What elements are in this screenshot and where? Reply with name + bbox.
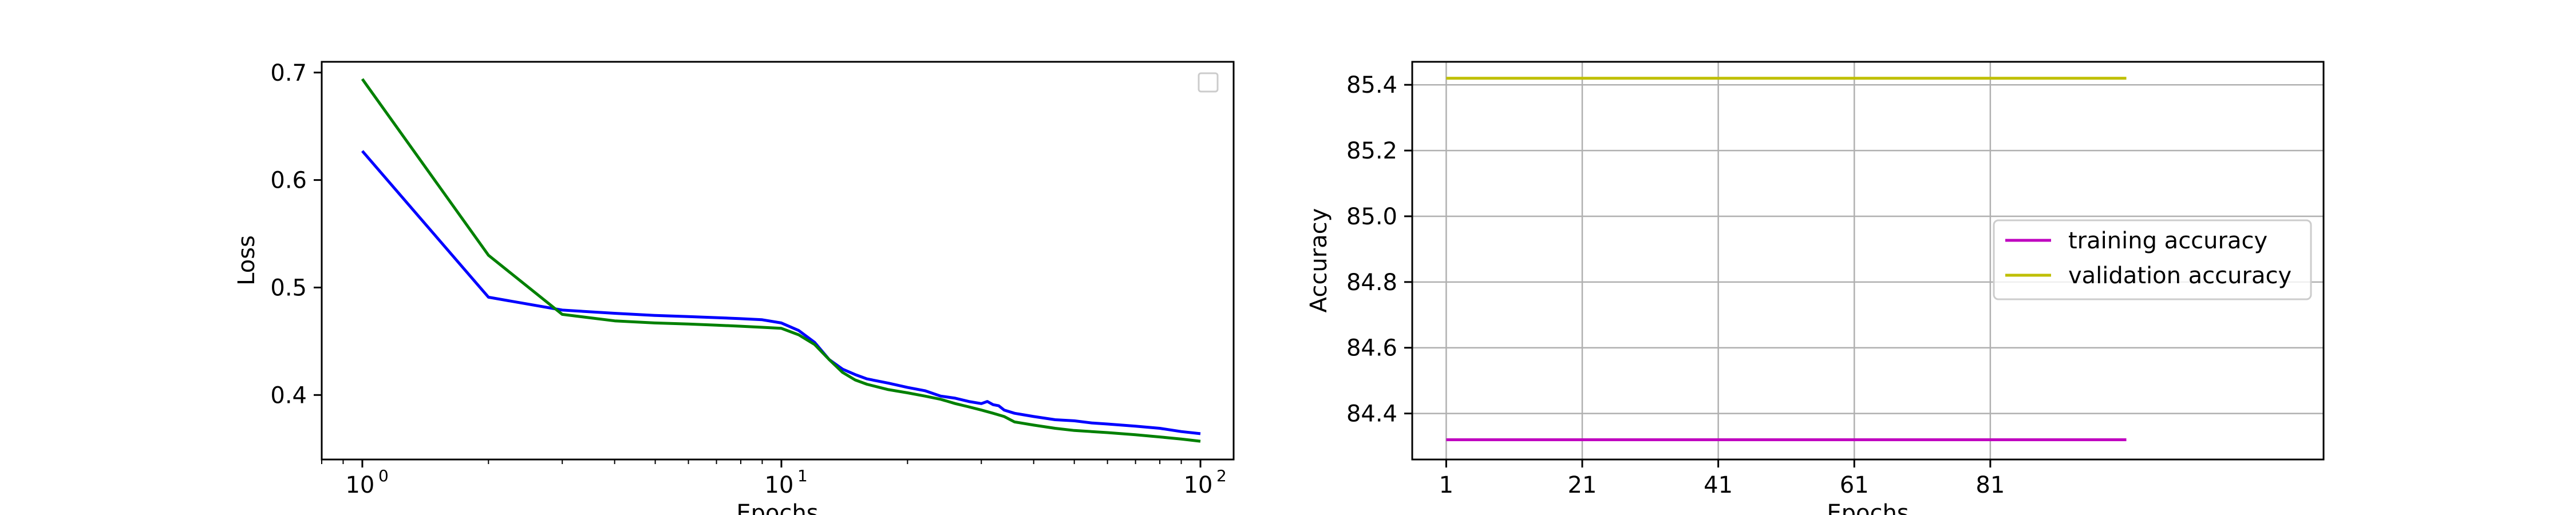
accuracy-x-tick-label: 21	[1568, 472, 1597, 498]
legend-label-training: training accuracy	[2068, 228, 2267, 254]
accuracy-legend-box	[1993, 219, 2312, 300]
loss-x-tick-exponent: 2	[1216, 466, 1227, 485]
loss-legend-box	[1198, 72, 1219, 93]
loss-y-tick-label: 0.7	[270, 60, 307, 86]
accuracy-x-tick-label: 81	[1976, 472, 2005, 498]
loss-plot-area	[322, 62, 1234, 459]
loss-x-tick-exponent: 1	[797, 466, 808, 485]
legend-label-validation: validation accuracy	[2068, 263, 2291, 289]
loss-y-axis-label: Loss	[234, 235, 260, 286]
loss-series-line-0	[361, 150, 1201, 435]
loss-chart: 10 0 10 1 10 20.40.50.60.7 Loss Epochs	[234, 60, 1235, 515]
accuracy-y-tick-label: 84.4	[1346, 401, 1397, 427]
accuracy-x-axis-label: Epochs	[1827, 500, 1909, 515]
accuracy-plot-frame	[1411, 61, 2325, 461]
accuracy-y-axis-label: Accuracy	[1306, 208, 1332, 313]
loss-y-tick-label: 0.4	[270, 382, 307, 409]
loss-x-tick-label: 10	[765, 472, 794, 498]
loss-x-tick-label: 10	[1184, 472, 1213, 498]
accuracy-y-tick-label: 85.0	[1346, 204, 1397, 230]
loss-plot-frame	[321, 61, 1235, 461]
loss-y-tick-label: 0.5	[270, 275, 307, 301]
loss-y-tick-label: 0.6	[270, 168, 307, 194]
accuracy-chart: 1 21 41 61 81 84.4 84.6 84.8 85.0 85.2 85.4 Accura…	[1306, 61, 2325, 515]
loss-x-tick-label: 10	[345, 472, 374, 498]
loss-series-line-1	[361, 78, 1201, 443]
accuracy-y-tick-label: 85.4	[1346, 72, 1397, 98]
accuracy-y-tick-label: 85.2	[1346, 138, 1397, 164]
accuracy-legend: training accuracy validation accuracy	[1993, 219, 2312, 300]
accuracy-y-tick-label: 84.8	[1346, 270, 1397, 296]
accuracy-y-tick-label: 84.6	[1346, 335, 1397, 362]
loss-x-axis-label: Epochs	[736, 500, 818, 515]
accuracy-x-tick-label: 61	[1840, 472, 1869, 498]
accuracy-x-tick-label: 1	[1439, 472, 1453, 498]
accuracy-x-tick-label: 41	[1704, 472, 1733, 498]
loss-x-tick-exponent: 0	[378, 466, 389, 485]
